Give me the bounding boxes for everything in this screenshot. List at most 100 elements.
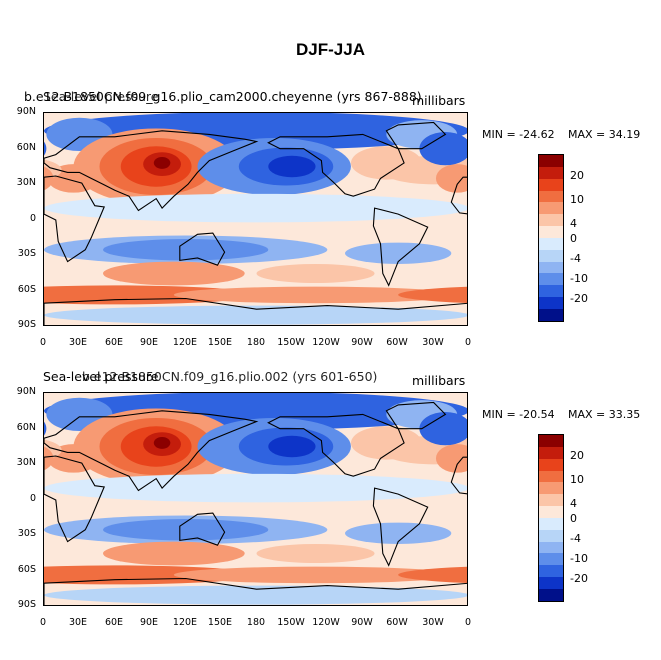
colorbar-swatch: [539, 565, 563, 578]
colorbar-swatch: [539, 517, 563, 530]
lat-label: 60S: [17, 284, 36, 295]
colorbar-swatch: [539, 529, 563, 542]
coastline: [450, 176, 467, 215]
anomaly-region: [398, 566, 467, 584]
panel-2-min: MIN = -20.54: [482, 408, 555, 421]
colorbar-swatch: [539, 166, 563, 179]
colorbar-swatch: [539, 308, 563, 321]
panel-1-map: [43, 112, 468, 326]
lon-label: 120E: [172, 337, 198, 348]
anomaly-region: [44, 446, 54, 471]
coastline: [450, 456, 467, 495]
panel-2-max: MAX = 33.35: [568, 408, 641, 421]
lon-label: 90W: [351, 617, 373, 628]
colorbar-label: 4: [570, 217, 577, 230]
lat-label: 90N: [16, 386, 36, 397]
colorbar-swatch: [539, 553, 563, 566]
panel-2-map: [43, 392, 468, 606]
colorbar-swatch: [539, 226, 563, 238]
lon-label: 60E: [104, 337, 124, 348]
anomaly-region: [350, 146, 422, 180]
lon-label: 0: [39, 337, 47, 348]
anomaly-region: [103, 519, 269, 541]
anomaly-region: [44, 141, 47, 156]
coastline: [44, 175, 105, 263]
colorbar-swatch: [539, 178, 563, 191]
lon-label: 90W: [351, 337, 373, 348]
coastline: [372, 207, 429, 287]
anomaly-region: [44, 305, 467, 325]
anomaly-region: [350, 426, 422, 460]
colorbar-swatch: [539, 494, 563, 507]
lat-label: 60N: [16, 422, 36, 433]
coastline: [179, 232, 226, 266]
anomaly-region: [435, 164, 467, 193]
lat-label: 30N: [16, 457, 36, 468]
anomaly-region: [44, 585, 467, 605]
lon-label: 180: [246, 617, 266, 628]
colorbar-swatch: [539, 577, 563, 589]
lon-label: 60W: [386, 617, 408, 628]
lon-label: 150W: [277, 617, 305, 628]
anomaly-region: [345, 242, 452, 264]
lon-label: 0: [464, 617, 472, 628]
coastline: [385, 121, 447, 150]
lat-label: 90S: [17, 319, 36, 330]
colorbar-swatch: [539, 155, 563, 167]
colorbar-swatch: [539, 446, 563, 459]
coastline: [44, 577, 467, 605]
lon-label: 30E: [68, 337, 88, 348]
lat-label: 30N: [16, 177, 36, 188]
panel-2-case-name: b.e12.B1850CN.f09_g16.plio.002 (yrs 601-…: [82, 369, 378, 384]
colorbar-swatch: [539, 482, 563, 495]
lon-label: 120E: [172, 617, 198, 628]
anomaly-region: [153, 436, 171, 449]
coastline: [372, 487, 429, 567]
lon-label: 0: [464, 337, 472, 348]
lon-label: 30W: [422, 337, 444, 348]
panel-1: b.e12.B1850CN.f09_g16.plio_cam2000.cheye…: [0, 85, 661, 375]
panel-1-case-name: b.e12.B1850CN.f09_g16.plio_cam2000.cheye…: [24, 89, 422, 104]
colorbar-label: -10: [570, 552, 588, 565]
coastline: [385, 401, 447, 430]
lon-label: 150E: [207, 617, 233, 628]
lat-label: 90S: [17, 599, 36, 610]
lon-label: 120W: [312, 337, 340, 348]
lon-label: 0: [39, 617, 47, 628]
colorbar-swatch: [539, 297, 563, 309]
colorbar-swatch: [539, 190, 563, 203]
panel-1-units: millibars: [412, 93, 466, 108]
colorbar-label: 0: [570, 512, 577, 525]
colorbar-swatch: [539, 435, 563, 447]
colorbar-swatch: [539, 470, 563, 483]
colorbar-swatch: [539, 261, 563, 274]
lat-label: 30S: [17, 248, 36, 259]
anomaly-region: [44, 421, 47, 436]
anomaly-region: [103, 239, 269, 261]
colorbar-swatch: [539, 541, 563, 554]
anomaly-region: [345, 522, 452, 544]
colorbar-label: 4: [570, 497, 577, 510]
panel-2-colorbar: [538, 434, 564, 602]
anomaly-region: [103, 541, 245, 566]
lon-label: 150E: [207, 337, 233, 348]
anomaly-region: [398, 286, 467, 304]
anomaly-region: [256, 263, 375, 284]
colorbar-swatch: [539, 285, 563, 298]
lon-label: 150W: [277, 337, 305, 348]
coastline: [44, 130, 259, 212]
figure-title: DJF-JJA: [296, 40, 365, 59]
panel-1-min: MIN = -24.62: [482, 128, 555, 141]
anomaly-region: [435, 444, 467, 473]
colorbar-swatch: [539, 202, 563, 215]
anomaly-region: [44, 473, 467, 503]
anomaly-region: [44, 193, 467, 223]
colorbar-swatch: [539, 214, 563, 227]
anomaly-region: [173, 286, 458, 304]
anomaly-region: [153, 156, 171, 169]
colorbar-swatch: [539, 249, 563, 262]
anomaly-region: [173, 566, 458, 584]
lon-label: 60E: [104, 617, 124, 628]
panel-1-colorbar: [538, 154, 564, 322]
lon-label: 180: [246, 337, 266, 348]
